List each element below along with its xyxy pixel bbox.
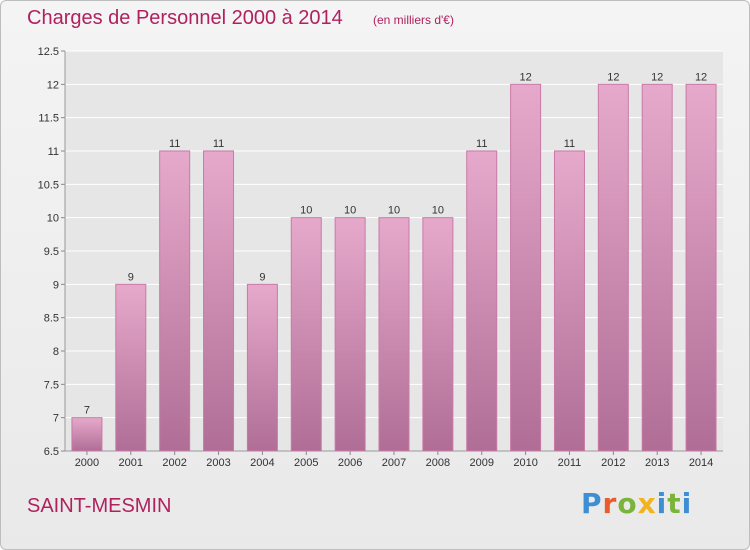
bar-2007 (378, 217, 410, 452)
logo-letter: P (581, 487, 603, 520)
bar-2005 (290, 217, 322, 452)
y-tick-label: 8.5 (44, 313, 59, 325)
x-tick-label: 2007 (382, 457, 406, 469)
x-tick-label: 2005 (294, 457, 318, 469)
x-tick-label: 2013 (645, 457, 669, 469)
data-label: 7 (84, 405, 90, 417)
y-tick-label: 11 (48, 146, 59, 158)
y-tick-label: 12 (47, 79, 59, 91)
x-tick-label: 2008 (426, 457, 450, 469)
y-tick-label: 6.5 (44, 446, 59, 458)
x-tick-label: 2014 (689, 457, 713, 469)
bar-2004 (246, 283, 278, 452)
x-tick-label: 2011 (558, 457, 582, 469)
bar-2006 (334, 217, 366, 452)
data-label: 11 (169, 138, 180, 150)
data-label: 9 (259, 271, 265, 283)
y-tick-label: 10.5 (38, 179, 59, 191)
bar-2013 (641, 83, 673, 452)
y-tick-label: 9.5 (44, 246, 59, 258)
bar-2001 (115, 283, 147, 452)
x-tick-label: 2009 (469, 457, 493, 469)
logo-letter: o (617, 487, 638, 520)
bar-2014 (685, 83, 717, 452)
data-label: 10 (300, 205, 312, 217)
data-label: 11 (476, 138, 487, 150)
x-tick-label: 2000 (75, 457, 99, 469)
data-label: 12 (651, 71, 663, 83)
x-tick-label: 2001 (119, 457, 143, 469)
data-label: 10 (388, 205, 400, 217)
data-label: 12 (607, 71, 619, 83)
x-tick-label: 2012 (601, 457, 625, 469)
chart-title: Charges de Personnel 2000 à 2014 (27, 7, 343, 29)
y-tick-label: 11.5 (38, 113, 59, 125)
y-tick-label: 8 (53, 346, 59, 358)
data-label: 9 (128, 271, 134, 283)
y-tick-label: 12.5 (38, 46, 59, 58)
logo-letter: i (656, 487, 668, 520)
bar-2012 (597, 83, 629, 452)
x-tick-label: 2006 (338, 457, 362, 469)
y-tick-label: 7 (53, 413, 59, 425)
bar-2003 (203, 150, 235, 452)
logo-letter: r (602, 487, 618, 520)
y-tick-label: 10 (47, 213, 59, 225)
x-tick-label: 2004 (250, 457, 274, 469)
data-label: 11 (213, 138, 224, 150)
data-label: 12 (519, 71, 531, 83)
bar-2010 (510, 83, 542, 452)
bar-2002 (159, 150, 191, 452)
data-label: 10 (432, 205, 444, 217)
logo-letter: i (681, 487, 693, 520)
chart-subtitle: (en milliers d'€) (373, 13, 454, 27)
bar-2009 (466, 150, 498, 452)
x-tick-label: 2002 (162, 457, 186, 469)
data-label: 10 (344, 205, 356, 217)
city-name: SAINT-MESMIN (27, 495, 172, 517)
y-tick-label: 7.5 (44, 379, 59, 391)
proxiti-logo[interactable]: Proxiti (581, 487, 692, 520)
bar-2011 (553, 150, 585, 452)
bar-2000 (71, 417, 103, 452)
x-tick-label: 2003 (206, 457, 230, 469)
y-tick-label: 9 (53, 279, 59, 291)
x-tick-label: 2010 (513, 457, 537, 469)
logo-letter: t (667, 487, 682, 520)
data-label: 12 (695, 71, 707, 83)
logo-letter: x (637, 487, 657, 520)
bar-2008 (422, 217, 454, 452)
data-label: 11 (564, 138, 575, 150)
